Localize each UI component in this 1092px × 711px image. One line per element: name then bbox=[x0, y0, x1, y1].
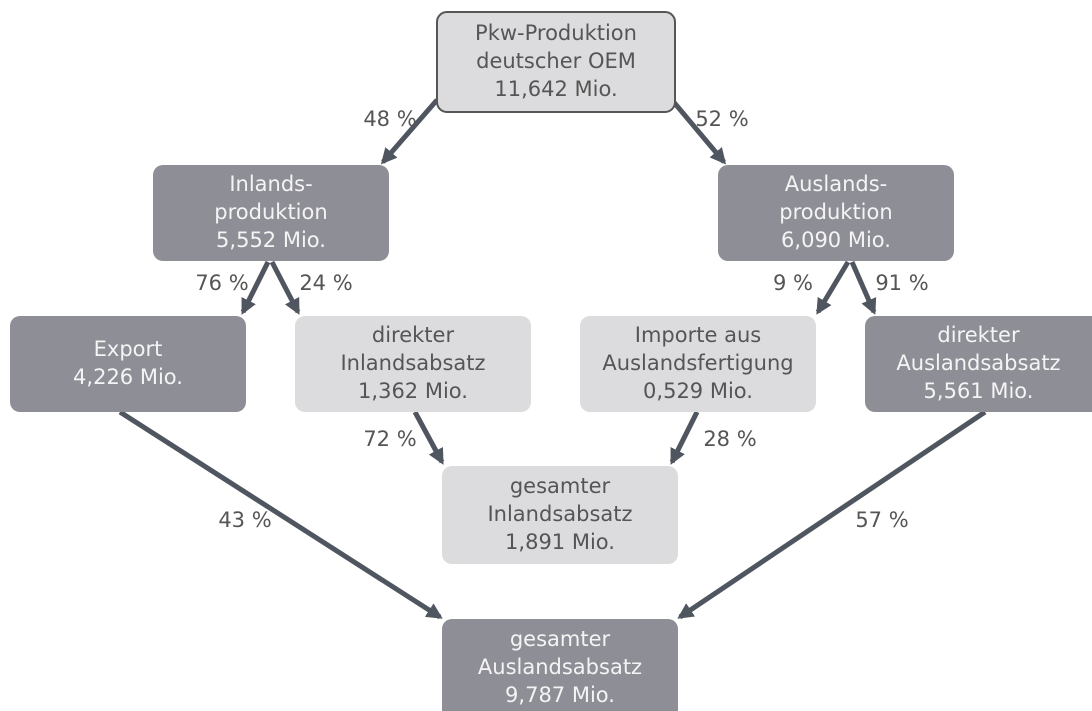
node-text: 0,529 Mio. bbox=[643, 379, 753, 403]
node-text: Auslands- bbox=[785, 172, 887, 196]
node-box bbox=[436, 11, 676, 113]
node-text: Auslandsabsatz bbox=[896, 351, 1060, 375]
arrow bbox=[670, 98, 727, 165]
node-text: deutscher OEM bbox=[476, 49, 636, 73]
node-text: produktion bbox=[779, 200, 892, 224]
edge-label: 43 % bbox=[218, 508, 271, 532]
node-text: 4,226 Mio. bbox=[73, 365, 183, 389]
edge-label: 9 % bbox=[773, 271, 813, 295]
node-text: 9,787 Mio. bbox=[505, 683, 615, 707]
node-text: 5,561 Mio. bbox=[924, 379, 1034, 403]
edge-label: 24 % bbox=[299, 271, 352, 295]
node-text: gesamter bbox=[510, 474, 611, 498]
arrow bbox=[412, 410, 445, 465]
node-box bbox=[442, 619, 678, 711]
node-text: produktion bbox=[214, 200, 327, 224]
arrow bbox=[380, 98, 439, 165]
node-box bbox=[10, 316, 246, 412]
node-text: 1,362 Mio. bbox=[358, 379, 468, 403]
node-box bbox=[153, 165, 389, 261]
arrow bbox=[118, 409, 443, 620]
node-box bbox=[580, 316, 816, 412]
arrow bbox=[240, 260, 271, 315]
node-box bbox=[442, 466, 678, 564]
arrow bbox=[815, 260, 851, 315]
arrow bbox=[849, 260, 877, 315]
node-text: Pkw-Produktion bbox=[475, 21, 637, 45]
edge-label: 52 % bbox=[695, 107, 748, 131]
node-text: 11,642 Mio. bbox=[494, 77, 617, 101]
node-text: direkter bbox=[937, 323, 1020, 347]
node-text: Auslandsfertigung bbox=[602, 351, 793, 375]
edge-label: 72 % bbox=[363, 427, 416, 451]
node-box bbox=[718, 165, 954, 261]
node-box bbox=[295, 316, 531, 412]
edge-label: 91 % bbox=[875, 271, 928, 295]
edge-label: 28 % bbox=[703, 427, 756, 451]
node-text: 5,552 Mio. bbox=[216, 228, 326, 252]
node-text: Importe aus bbox=[635, 323, 761, 347]
node-text: Inlandsabsatz bbox=[487, 502, 632, 526]
edge-label: 76 % bbox=[195, 271, 248, 295]
node-text: 1,891 Mio. bbox=[505, 530, 615, 554]
node-text: Auslandsabsatz bbox=[478, 655, 642, 679]
node-text: Export bbox=[94, 337, 163, 361]
edge-label: 57 % bbox=[855, 508, 908, 532]
node-text: 6,090 Mio. bbox=[781, 228, 891, 252]
edge-label: 48 % bbox=[363, 107, 416, 131]
arrow bbox=[669, 410, 700, 465]
arrow bbox=[677, 409, 987, 620]
node-text: direkter bbox=[372, 323, 455, 347]
arrow bbox=[269, 260, 301, 315]
node-text: Inlands- bbox=[229, 172, 312, 196]
node-text: Inlandsabsatz bbox=[340, 351, 485, 375]
node-box bbox=[865, 316, 1092, 412]
node-text: gesamter bbox=[510, 627, 611, 651]
